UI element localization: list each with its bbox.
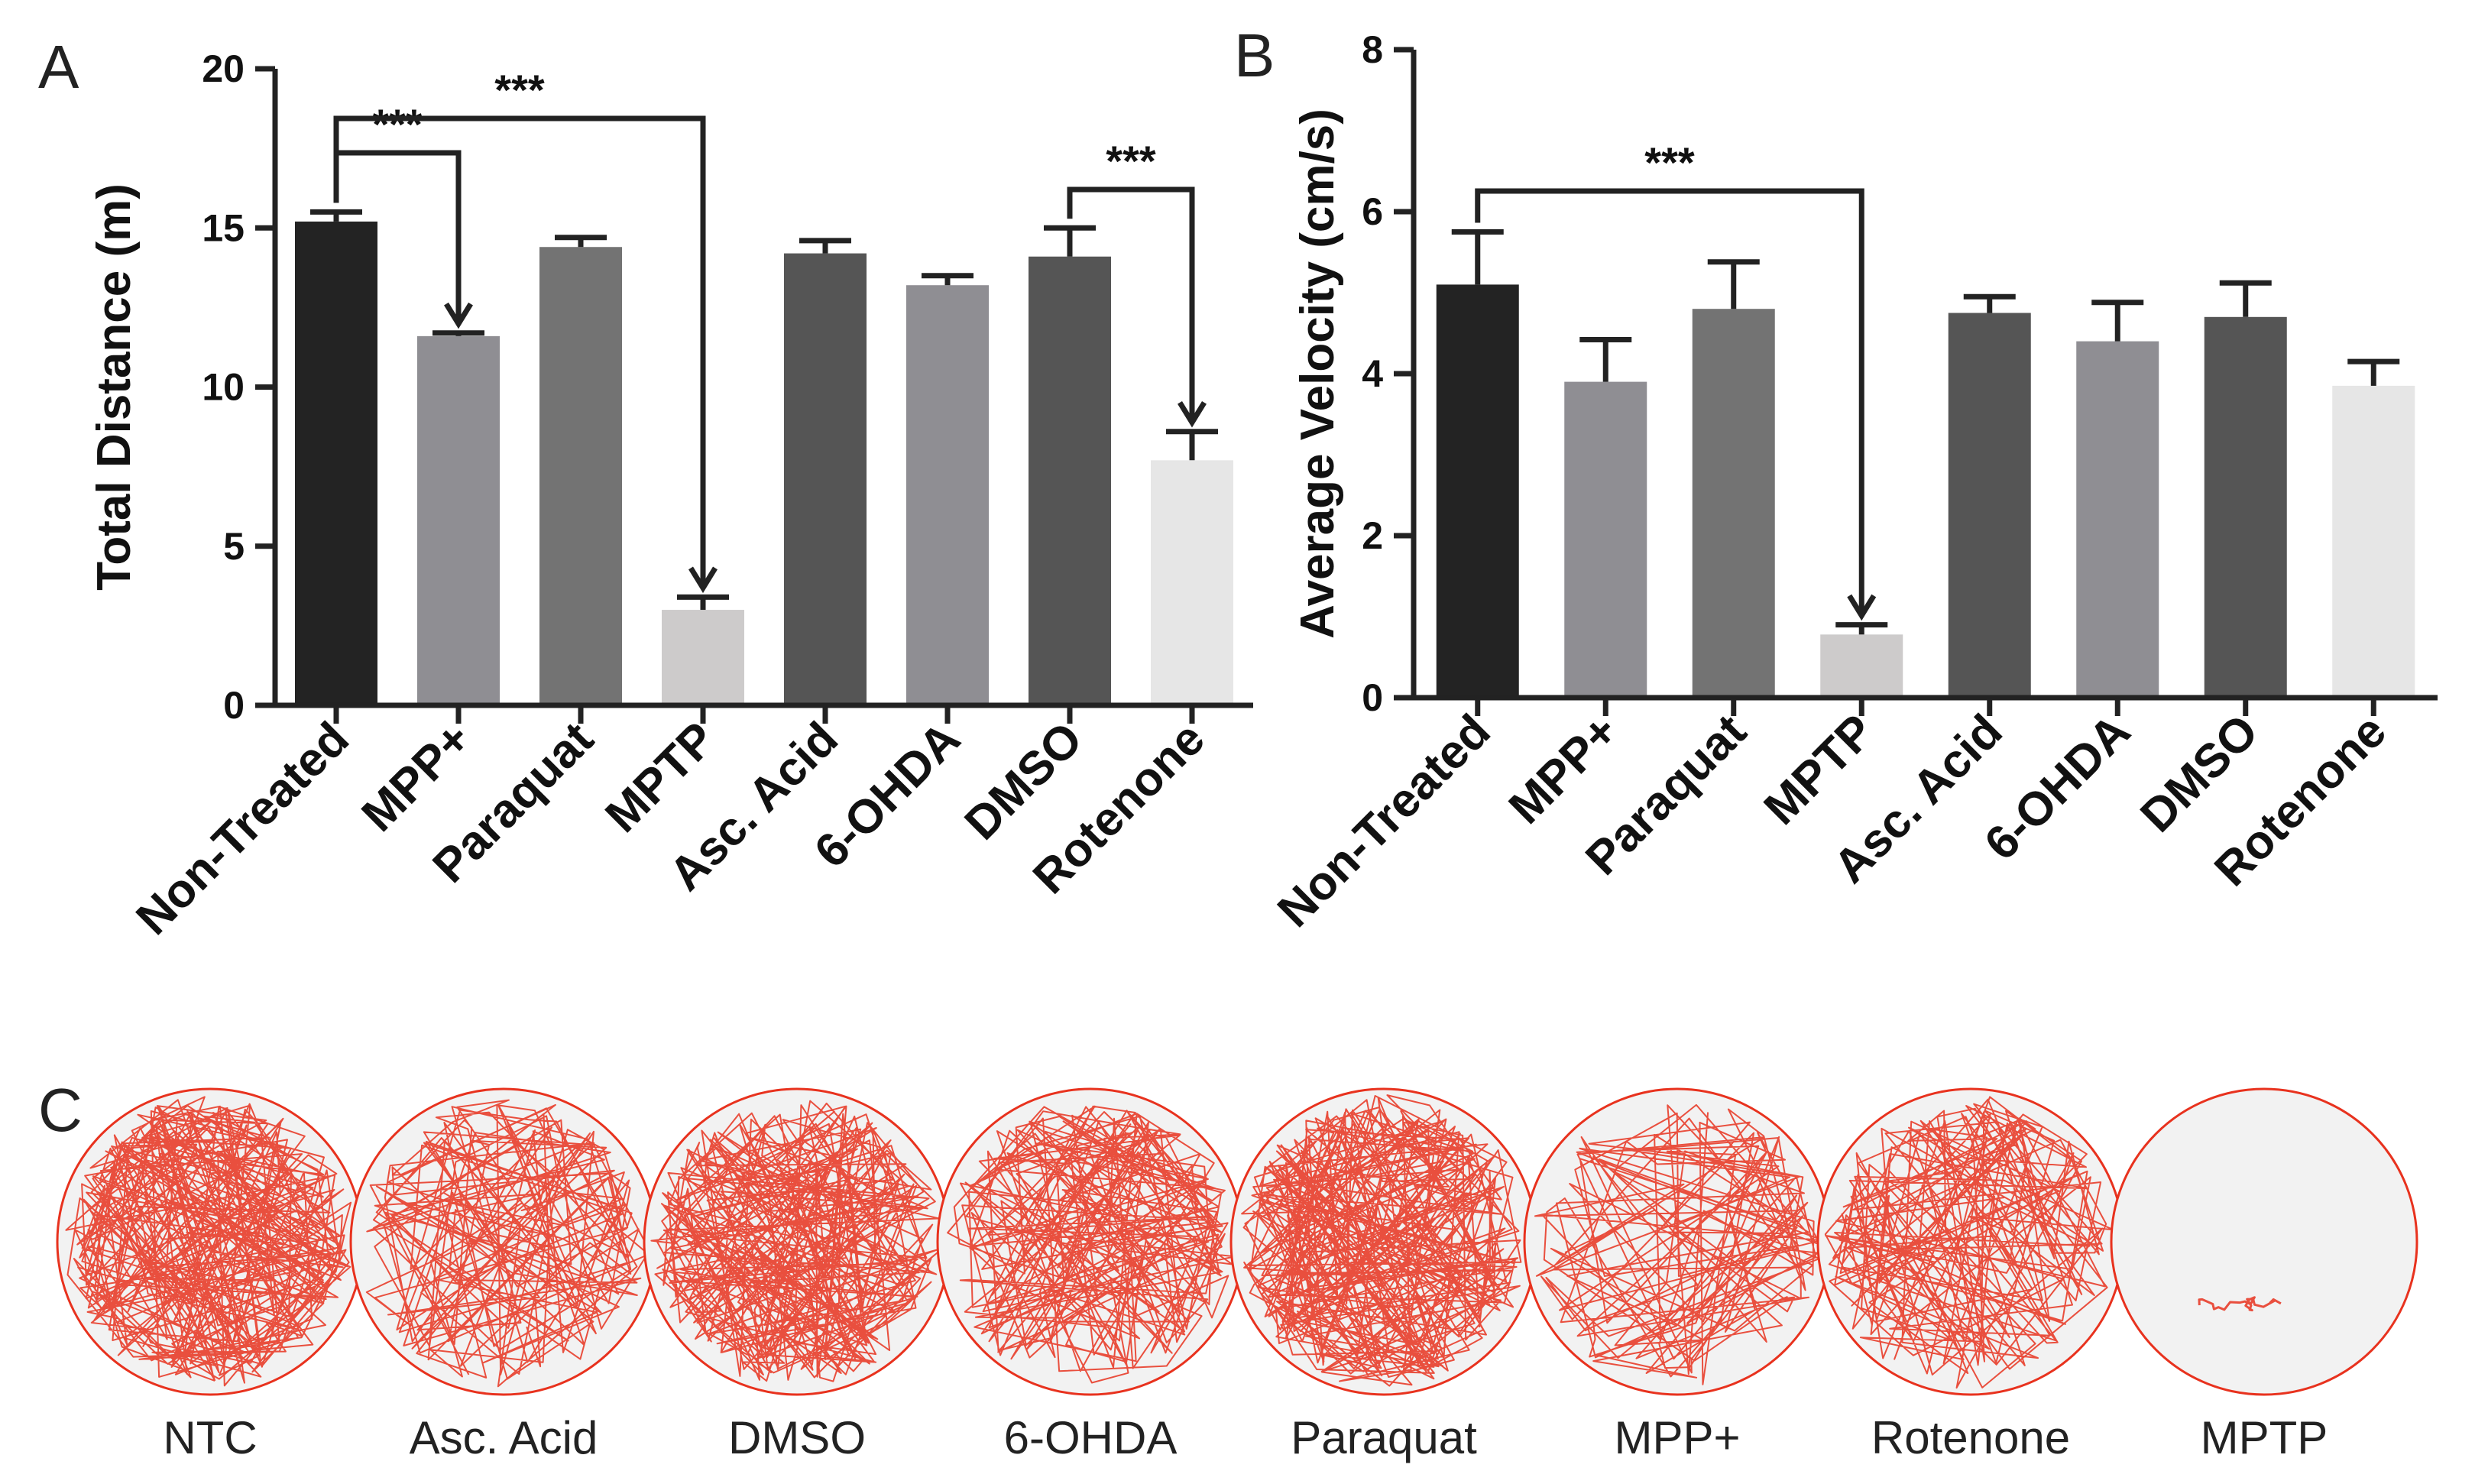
a-error-bar-5 [922, 273, 973, 286]
track-path-0 [65, 1096, 352, 1387]
a-y-tick-label-1: 5 [223, 525, 245, 568]
a-significance-bracket-1 [333, 115, 718, 594]
a-bar-7 [1151, 460, 1233, 705]
track-label-4: Paraquat [1291, 1412, 1477, 1463]
track-arena-7 [2110, 1087, 2418, 1396]
b-error-bar-3 [1835, 622, 1888, 635]
b-bar-3 [1820, 634, 1903, 698]
b-bar-6 [2204, 316, 2287, 698]
track-label-1: Asc. Acid [410, 1412, 598, 1463]
b-y-tick-label-0: 0 [1362, 676, 1383, 719]
a-error-bar-6 [1044, 225, 1096, 257]
b-bar-2 [1692, 309, 1775, 698]
b-significance-label-0: *** [1644, 138, 1695, 186]
a-bar-5 [906, 285, 989, 706]
a-significance-label-2: *** [1106, 137, 1156, 185]
b-y-tick-label-2: 4 [1362, 352, 1383, 395]
track-arena-0 [56, 1087, 364, 1396]
track-path-5 [1534, 1103, 1823, 1385]
a-bar-3 [662, 610, 744, 705]
a-bar-4 [784, 253, 867, 705]
b-bar-5 [2076, 341, 2159, 698]
b-error-bar-5 [2091, 300, 2144, 342]
a-y-tick-label-2: 10 [202, 366, 245, 409]
panel-label-c: C [38, 1076, 83, 1144]
track-arena-3 [936, 1087, 1245, 1396]
b-error-bar-2 [1707, 259, 1760, 309]
a-y-axis-label: Total Distance (m) [88, 183, 141, 591]
b-y-tick-label-1: 2 [1362, 514, 1383, 557]
track-path-7 [2198, 1296, 2282, 1312]
a-bar-0 [295, 221, 377, 705]
b-error-bar-6 [2219, 280, 2272, 317]
chart-total-distance: A05101520Non-TreatedMPP+ParaquatMPTPAsc.… [38, 33, 1253, 945]
b-y-tick-label-4: 8 [1362, 28, 1383, 71]
a-error-bar-3 [677, 594, 729, 611]
a-y-tick-label-4: 20 [202, 47, 245, 90]
b-y-axis-label: Average Velocity (cm/s) [1291, 109, 1344, 639]
panel-label-b: B [1234, 21, 1275, 89]
track-arena-5 [1523, 1087, 1832, 1396]
track-arena-2 [643, 1087, 951, 1396]
track-arena-1 [349, 1087, 658, 1396]
b-error-bar-7 [2347, 358, 2400, 386]
a-error-bar-4 [799, 238, 851, 254]
a-significance-label-1: *** [494, 66, 545, 114]
b-significance-bracket-0 [1475, 188, 1877, 621]
a-significance-label-0: *** [372, 100, 423, 148]
b-y-tick-label-3: 6 [1362, 190, 1383, 233]
track-label-0: NTC [163, 1412, 257, 1463]
b-bar-0 [1436, 284, 1519, 698]
b-error-bar-1 [1579, 336, 1632, 382]
a-category-label-0: Non-Treated [126, 712, 359, 945]
b-bar-4 [1948, 313, 2031, 698]
a-y-tick-label-0: 0 [223, 684, 245, 727]
track-arena-6 [1816, 1087, 2125, 1396]
b-bar-7 [2332, 385, 2415, 698]
b-error-bar-0 [1451, 229, 1504, 285]
track-label-3: 6-OHDA [1004, 1412, 1178, 1463]
a-significance-bracket-2 [1067, 186, 1207, 428]
track-label-6: Rotenone [1871, 1412, 2070, 1463]
a-bar-1 [417, 335, 500, 705]
b-error-bar-4 [1963, 293, 2016, 313]
a-bar-6 [1029, 256, 1111, 705]
a-error-bar-1 [432, 330, 484, 336]
track-arena-4 [1229, 1087, 1538, 1396]
a-error-bar-7 [1166, 429, 1218, 461]
track-label-5: MPP+ [1614, 1412, 1740, 1463]
a-error-bar-2 [555, 235, 607, 248]
track-label-2: DMSO [728, 1412, 866, 1463]
a-error-bar-0 [310, 209, 362, 222]
b-category-label-0: Non-Treated [1268, 705, 1501, 938]
track-path-2 [650, 1100, 940, 1382]
panel-label-a: A [38, 33, 79, 101]
track-path-6 [1824, 1096, 2114, 1389]
track-path-3 [947, 1105, 1236, 1384]
a-y-tick-label-3: 15 [202, 206, 245, 249]
locomotion-tracks: C NTC Asc. Acid DMSO 6-OHDA Paraquat MPP+ Roten… [38, 1076, 2418, 1463]
track-label-7: MPTP [2201, 1412, 2328, 1463]
track-path-1 [365, 1099, 650, 1388]
track-path-4 [1241, 1094, 1522, 1387]
b-bar-1 [1564, 381, 1647, 698]
a-bar-2 [539, 247, 622, 705]
